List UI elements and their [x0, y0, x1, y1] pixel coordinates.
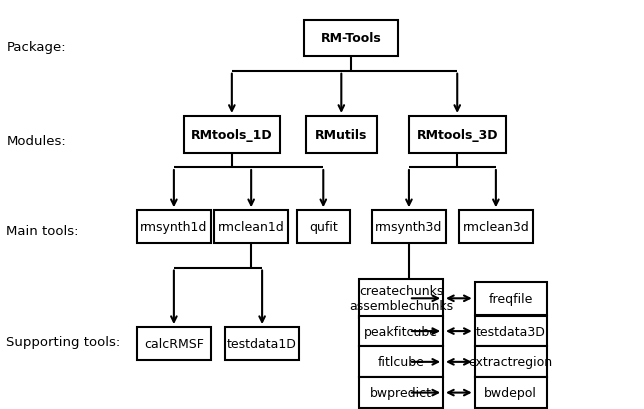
FancyBboxPatch shape: [297, 211, 350, 243]
FancyBboxPatch shape: [475, 316, 547, 347]
Text: freqfile: freqfile: [489, 292, 533, 305]
FancyBboxPatch shape: [359, 377, 443, 408]
Text: fitlcube: fitlcube: [378, 355, 424, 369]
FancyBboxPatch shape: [214, 211, 288, 243]
FancyBboxPatch shape: [372, 211, 446, 243]
FancyBboxPatch shape: [184, 117, 280, 153]
Text: RMutils: RMutils: [315, 128, 368, 142]
FancyBboxPatch shape: [304, 20, 397, 57]
Text: calcRMSF: calcRMSF: [144, 337, 204, 350]
Text: Modules:: Modules:: [6, 135, 66, 148]
Text: extractregion: extractregion: [469, 355, 553, 369]
FancyBboxPatch shape: [475, 282, 547, 315]
Text: Main tools:: Main tools:: [6, 225, 79, 238]
FancyBboxPatch shape: [359, 279, 443, 318]
FancyBboxPatch shape: [475, 377, 547, 408]
Text: rmsynth3d: rmsynth3d: [375, 220, 442, 234]
Text: peakfitcube: peakfitcube: [365, 325, 438, 338]
FancyBboxPatch shape: [306, 117, 377, 153]
Text: RMtools_1D: RMtools_1D: [191, 128, 272, 142]
Text: rmsynth1d: rmsynth1d: [140, 220, 207, 234]
Text: rmclean3d: rmclean3d: [462, 220, 529, 234]
FancyBboxPatch shape: [409, 117, 506, 153]
Text: testdata3D: testdata3D: [476, 325, 545, 338]
Text: createchunks
assemblechunks: createchunks assemblechunks: [349, 285, 453, 312]
FancyBboxPatch shape: [137, 327, 211, 360]
FancyBboxPatch shape: [359, 316, 443, 347]
Text: Package:: Package:: [6, 40, 66, 54]
Text: Supporting tools:: Supporting tools:: [6, 335, 120, 348]
Text: testdata1D: testdata1D: [227, 337, 297, 350]
FancyBboxPatch shape: [137, 211, 211, 243]
Text: RMtools_3D: RMtools_3D: [417, 128, 498, 142]
Text: RM-Tools: RM-Tools: [321, 32, 381, 45]
Text: bwpredict: bwpredict: [370, 386, 432, 399]
FancyBboxPatch shape: [225, 327, 299, 360]
Text: qufit: qufit: [309, 220, 337, 234]
FancyBboxPatch shape: [459, 211, 533, 243]
Text: bwdepol: bwdepol: [484, 386, 537, 399]
FancyBboxPatch shape: [475, 346, 547, 377]
Text: rmclean1d: rmclean1d: [218, 220, 285, 234]
FancyBboxPatch shape: [359, 346, 443, 377]
